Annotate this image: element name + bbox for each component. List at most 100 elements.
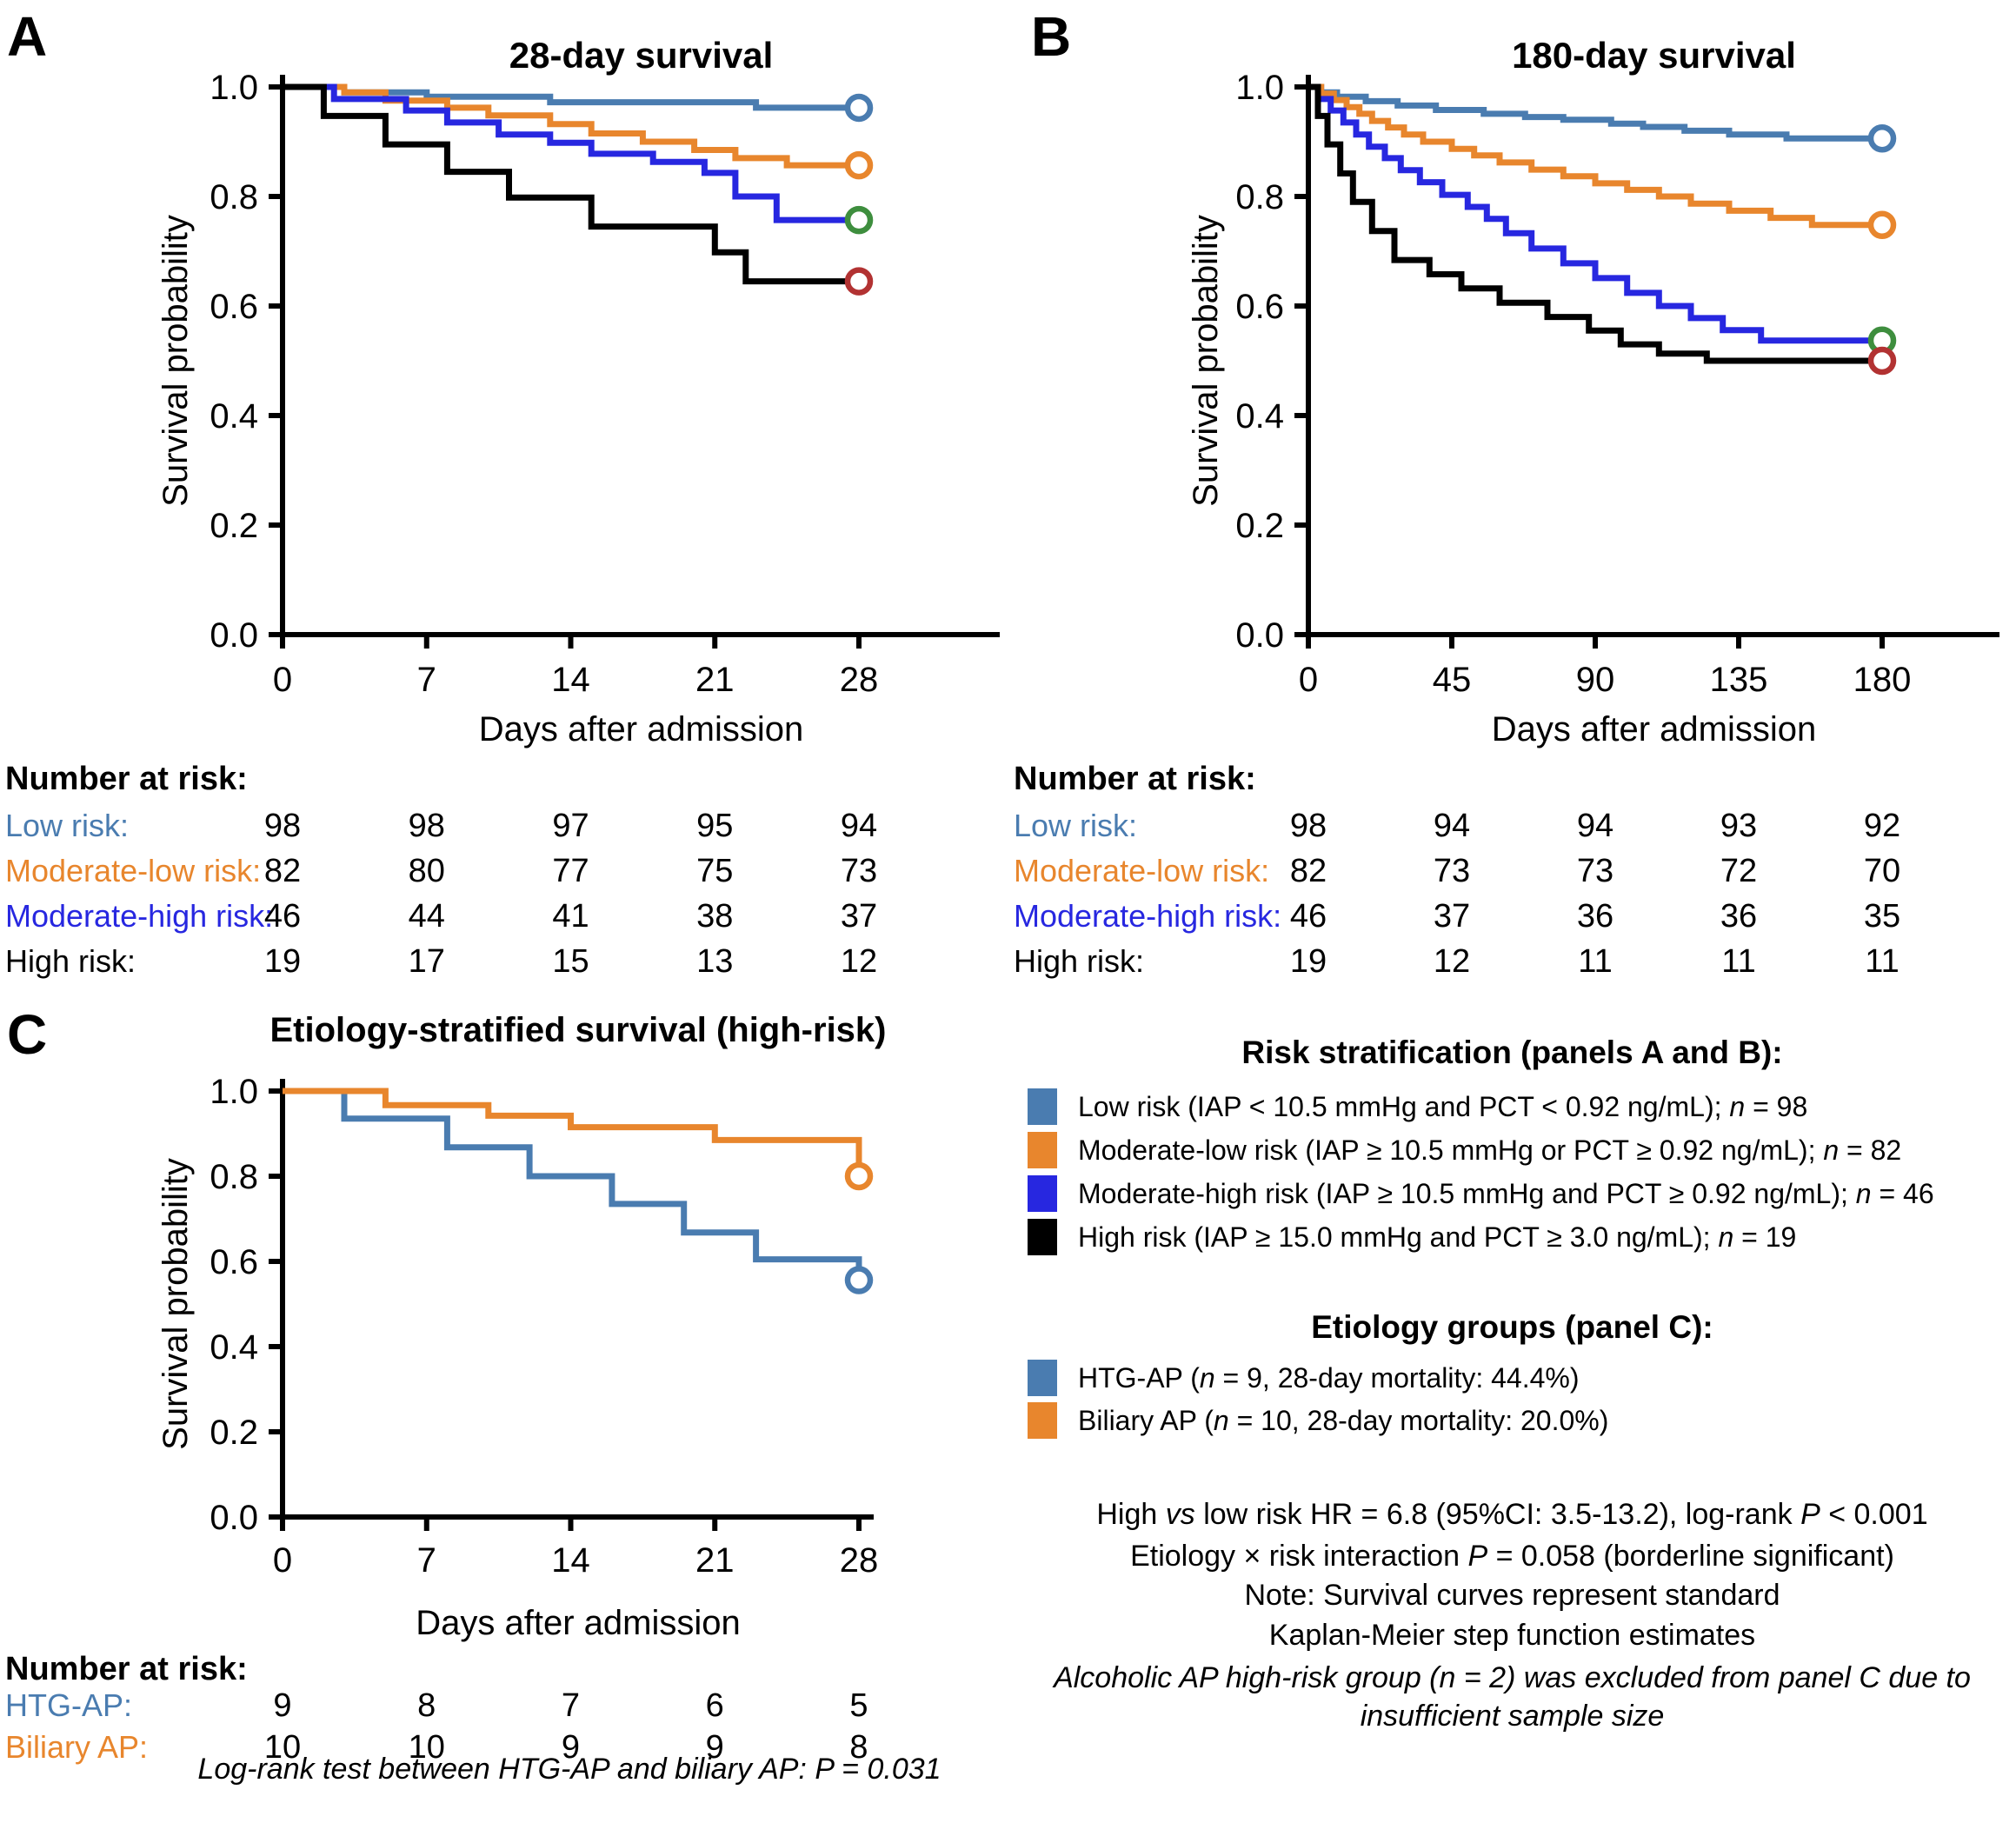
risk-legend-item-1: Moderate-low risk (IAP ≥ 10.5 mmHg or PC… xyxy=(1028,1130,1901,1170)
panel-b-risk-row-label-low-risk: Low risk: xyxy=(1014,808,1137,843)
panel-b-ytick-label: 0.2 xyxy=(1235,507,1284,545)
panel-c-xtick-label: 14 xyxy=(551,1541,590,1580)
panel-a-risk-count: 13 xyxy=(696,943,733,980)
panel-b-risk-row-label-high-risk: High risk: xyxy=(1014,943,1144,979)
panel-a-risk-count: 38 xyxy=(696,898,733,935)
panel-c-risk-count: 8 xyxy=(417,1687,436,1724)
panel-a-risk-count: 46 xyxy=(264,898,301,935)
panel-b-risk-count: 36 xyxy=(1720,898,1757,935)
panel-b-risk-count: 73 xyxy=(1577,853,1613,889)
panel-b-endpoint-marker-low-risk xyxy=(1867,123,1897,153)
panel-a-risk-row-label-high-risk: High risk: xyxy=(5,943,136,979)
risk-legend-item-2: Moderate-high risk (IAP ≥ 10.5 mmHg and … xyxy=(1028,1174,1934,1214)
panel-b-risk-count: 93 xyxy=(1720,808,1757,844)
panel-a-risk-row-label-moderate-high-risk: Moderate-high risk: xyxy=(5,898,273,934)
panel-a-ytick-label: 0.6 xyxy=(210,288,258,326)
panel-b-xlabel: Days after admission xyxy=(1492,710,1816,748)
panel-b-risk-count: 19 xyxy=(1290,943,1327,980)
risk-legend-item-text-0: Low risk (IAP < 10.5 mmHg and PCT < 0.92… xyxy=(1078,1090,1808,1122)
panel-b-number-at-risk-heading: Number at risk: xyxy=(1014,761,1256,797)
legend-block: Risk stratification (panels A and B): Lo… xyxy=(1008,1000,2016,1823)
panel-a-number-at-risk-heading: Number at risk: xyxy=(5,761,248,797)
panel-c-axes xyxy=(280,1079,874,1520)
stats-note-line-1: Etiology × risk interaction P = 0.058 (b… xyxy=(1130,1540,1894,1573)
panel-a-xtick-label: 21 xyxy=(695,661,735,699)
panel-c-ytick-label: 0.2 xyxy=(210,1414,258,1452)
etiology-legend-item-text-0: HTG-AP (n = 9, 28-day mortality: 44.4%) xyxy=(1078,1361,1580,1394)
panel-b-series-low-risk xyxy=(1308,83,1882,142)
stats-note-line-0: High vs low risk HR = 6.8 (95%CI: 3.5-13… xyxy=(1096,1498,1928,1531)
panel-b-risk-count: 82 xyxy=(1290,853,1327,889)
panel-a-series-high-risk xyxy=(283,83,859,285)
panel-a-risk-count: 73 xyxy=(841,853,877,889)
panel-a-risk-count: 95 xyxy=(696,808,733,844)
stats-note-line-5: insufficient sample size xyxy=(1360,1700,1665,1733)
risk-legend-item-swatch-0 xyxy=(1028,1088,1057,1125)
panel-a-risk-count: 82 xyxy=(264,853,301,889)
etiology-legend-item-1: Biliary AP (n = 10, 28-day mortality: 20… xyxy=(1028,1401,1608,1440)
panel-c-footnote: Log-rank test between HTG-AP and biliary… xyxy=(197,1753,941,1786)
panel-b-series-high-risk xyxy=(1308,83,1882,364)
panel-c-risk-row-label-htg-ap: HTG-AP: xyxy=(5,1687,132,1723)
panel-a-risk-count: 15 xyxy=(552,943,589,980)
panel-b-label: B xyxy=(1031,5,1072,68)
panel-a-risk-count: 98 xyxy=(409,808,445,844)
panel-c-ytick-label: 1.0 xyxy=(210,1073,258,1111)
panel-a-xtick-label: 28 xyxy=(840,661,879,699)
panel-b-endpoint-marker-moderate-low-risk xyxy=(1867,210,1897,240)
panel-c-xtick-label: 0 xyxy=(273,1541,292,1580)
risk-legend-item-text-3: High risk (IAP ≥ 15.0 mmHg and PCT ≥ 3.0… xyxy=(1078,1221,1797,1253)
panel-a-endpoint-marker-moderate-high-risk xyxy=(844,205,874,235)
panel-b-risk-count: 94 xyxy=(1577,808,1613,844)
panel-b-ytick-label: 0.6 xyxy=(1235,288,1284,326)
panel-c-ylabel: Survival probability xyxy=(156,1158,195,1450)
panel-b-series-moderate-high-risk xyxy=(1308,83,1882,344)
panel-a-risk-count: 97 xyxy=(552,808,589,844)
panel-c-xlabel: Days after admission xyxy=(416,1604,740,1642)
panel-b-risk-count: 11 xyxy=(1865,943,1899,980)
panel-c-risk-count: 9 xyxy=(562,1729,580,1766)
panel-c-endpoint-marker-htg-ap xyxy=(844,1266,874,1294)
panel-b-risk-count: 12 xyxy=(1434,943,1470,980)
panel-c-risk-count: 7 xyxy=(562,1687,580,1724)
panel-b-risk-count: 46 xyxy=(1290,898,1327,935)
etiology-legend-item-swatch-0 xyxy=(1028,1360,1057,1396)
stats-note-line-3: Kaplan-Meier step function estimates xyxy=(1268,1619,1756,1652)
panel-a-chart: 28-day survival 0.0 0.2 0.4 0.6 0.8 1.0 0 7 14 21 2… xyxy=(5,35,1000,980)
stats-note-line-4: Alcoholic AP high-risk group (n = 2) was… xyxy=(1054,1661,1971,1694)
panel-a-risk-count: 12 xyxy=(841,943,877,980)
panel-b-risk-count: 37 xyxy=(1434,898,1470,935)
panel-a-risk-count: 98 xyxy=(264,808,301,844)
panel-b-chart: 180-day survival 0.0 0.2 0.4 0.6 0.8 1.0 0 45 90 1… xyxy=(1014,35,1999,980)
panel-a-series-moderate-high-risk xyxy=(283,83,859,223)
stats-note-line-2: Note: Survival curves represent standard xyxy=(1244,1579,1780,1612)
panel-a-risk-count: 80 xyxy=(409,853,445,889)
panel-b-xtick-label: 90 xyxy=(1576,661,1615,699)
panel-c-risk-count: 5 xyxy=(849,1687,868,1724)
risk-legend-item-text-1: Moderate-low risk (IAP ≥ 10.5 mmHg or PC… xyxy=(1078,1134,1902,1166)
risk-legend-item-swatch-3 xyxy=(1028,1219,1057,1255)
panel-b-risk-row-label-moderate-high-risk: Moderate-high risk: xyxy=(1014,898,1281,934)
panel-a-risk-row-label-moderate-low-risk: Moderate-low risk: xyxy=(5,853,261,888)
panel-a-xtick-label: 7 xyxy=(417,661,436,699)
panel-a-endpoint-marker-low-risk xyxy=(844,93,874,123)
panel-c-chart: Etiology-stratified survival (high-risk)… xyxy=(5,1011,941,1786)
panel-c-endpoint-marker-biliary-ap xyxy=(844,1161,874,1191)
panel-b-risk-count: 36 xyxy=(1577,898,1613,935)
panel-c-ytick-label: 0.4 xyxy=(210,1328,258,1367)
panel-b-ytick-label: 0.0 xyxy=(1235,616,1284,655)
panel-c-risk-row-label-biliary-ap: Biliary AP: xyxy=(5,1729,148,1765)
panel-b-risk-count: 11 xyxy=(1721,943,1755,980)
panel-a-risk-count: 19 xyxy=(264,943,301,980)
panel-b-xtick-label: 45 xyxy=(1433,661,1472,699)
risk-legend-heading: Risk stratification (panels A and B): xyxy=(1241,1035,1783,1070)
panel-a-risk-row-label-low-risk: Low risk: xyxy=(5,808,129,843)
panel-b-risk-row-label-moderate-low-risk: Moderate-low risk: xyxy=(1014,853,1269,888)
panel-a-xlabel: Days after admission xyxy=(479,710,803,748)
panel-c-xtick-label: 7 xyxy=(417,1541,436,1580)
risk-legend-item-3: High risk (IAP ≥ 15.0 mmHg and PCT ≥ 3.0… xyxy=(1028,1217,1796,1257)
panel-a-xtick-label: 0 xyxy=(273,661,292,699)
panel-c-label: C xyxy=(7,1003,48,1066)
panel-c-series-biliary-ap xyxy=(283,1088,862,1176)
